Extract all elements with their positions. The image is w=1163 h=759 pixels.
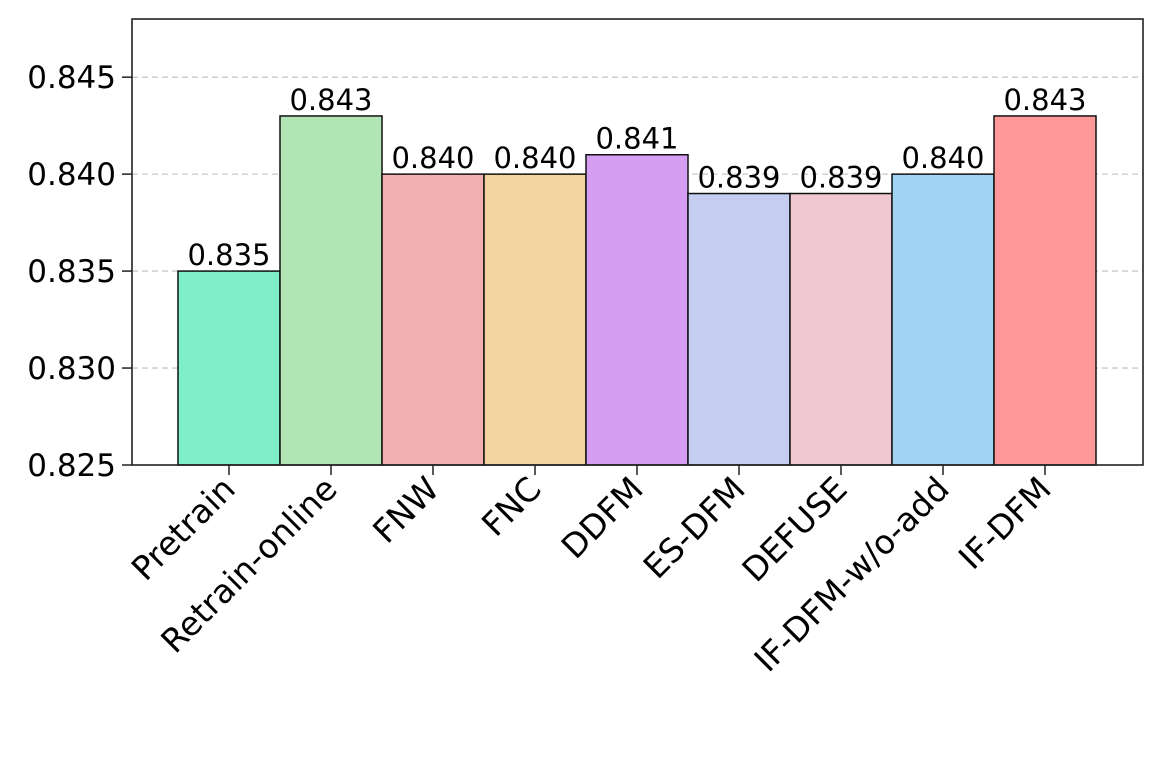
bar-value-label: 0.843 <box>289 83 372 117</box>
x-tick-label: FNC <box>474 469 549 544</box>
bar <box>177 270 281 466</box>
bar <box>279 115 383 466</box>
x-tick-label: DDFM <box>554 469 651 566</box>
x-tick-label: IF-DFM <box>951 469 1059 577</box>
y-tick-label: 0.825 <box>27 448 116 484</box>
x-tick-label: ES-DFM <box>636 469 753 586</box>
x-tick-label: FNW <box>365 469 447 551</box>
y-tick-label: 0.835 <box>27 254 116 290</box>
y-tick-label: 0.830 <box>27 351 116 387</box>
bar-value-label: 0.840 <box>901 141 984 175</box>
y-tick-label: 0.845 <box>27 60 116 96</box>
bar <box>381 173 485 466</box>
bar <box>483 173 587 466</box>
bar-value-label: 0.841 <box>595 122 678 156</box>
bar <box>993 115 1097 466</box>
x-tick-label: Retrain-online <box>153 469 344 660</box>
bar <box>789 192 893 466</box>
axes-frame <box>131 18 1144 466</box>
bar-value-label: 0.835 <box>187 238 270 272</box>
bar <box>585 153 689 466</box>
x-tick-label: IF-DFM-w/o-add <box>746 469 956 679</box>
bar-value-label: 0.840 <box>493 141 576 175</box>
bar-value-label: 0.839 <box>799 161 882 195</box>
y-tick-label: 0.840 <box>27 157 116 193</box>
bar-value-label: 0.843 <box>1003 83 1086 117</box>
bar-value-label: 0.840 <box>391 141 474 175</box>
bar-value-label: 0.839 <box>697 161 780 195</box>
bar <box>687 192 791 466</box>
bar <box>891 173 995 466</box>
